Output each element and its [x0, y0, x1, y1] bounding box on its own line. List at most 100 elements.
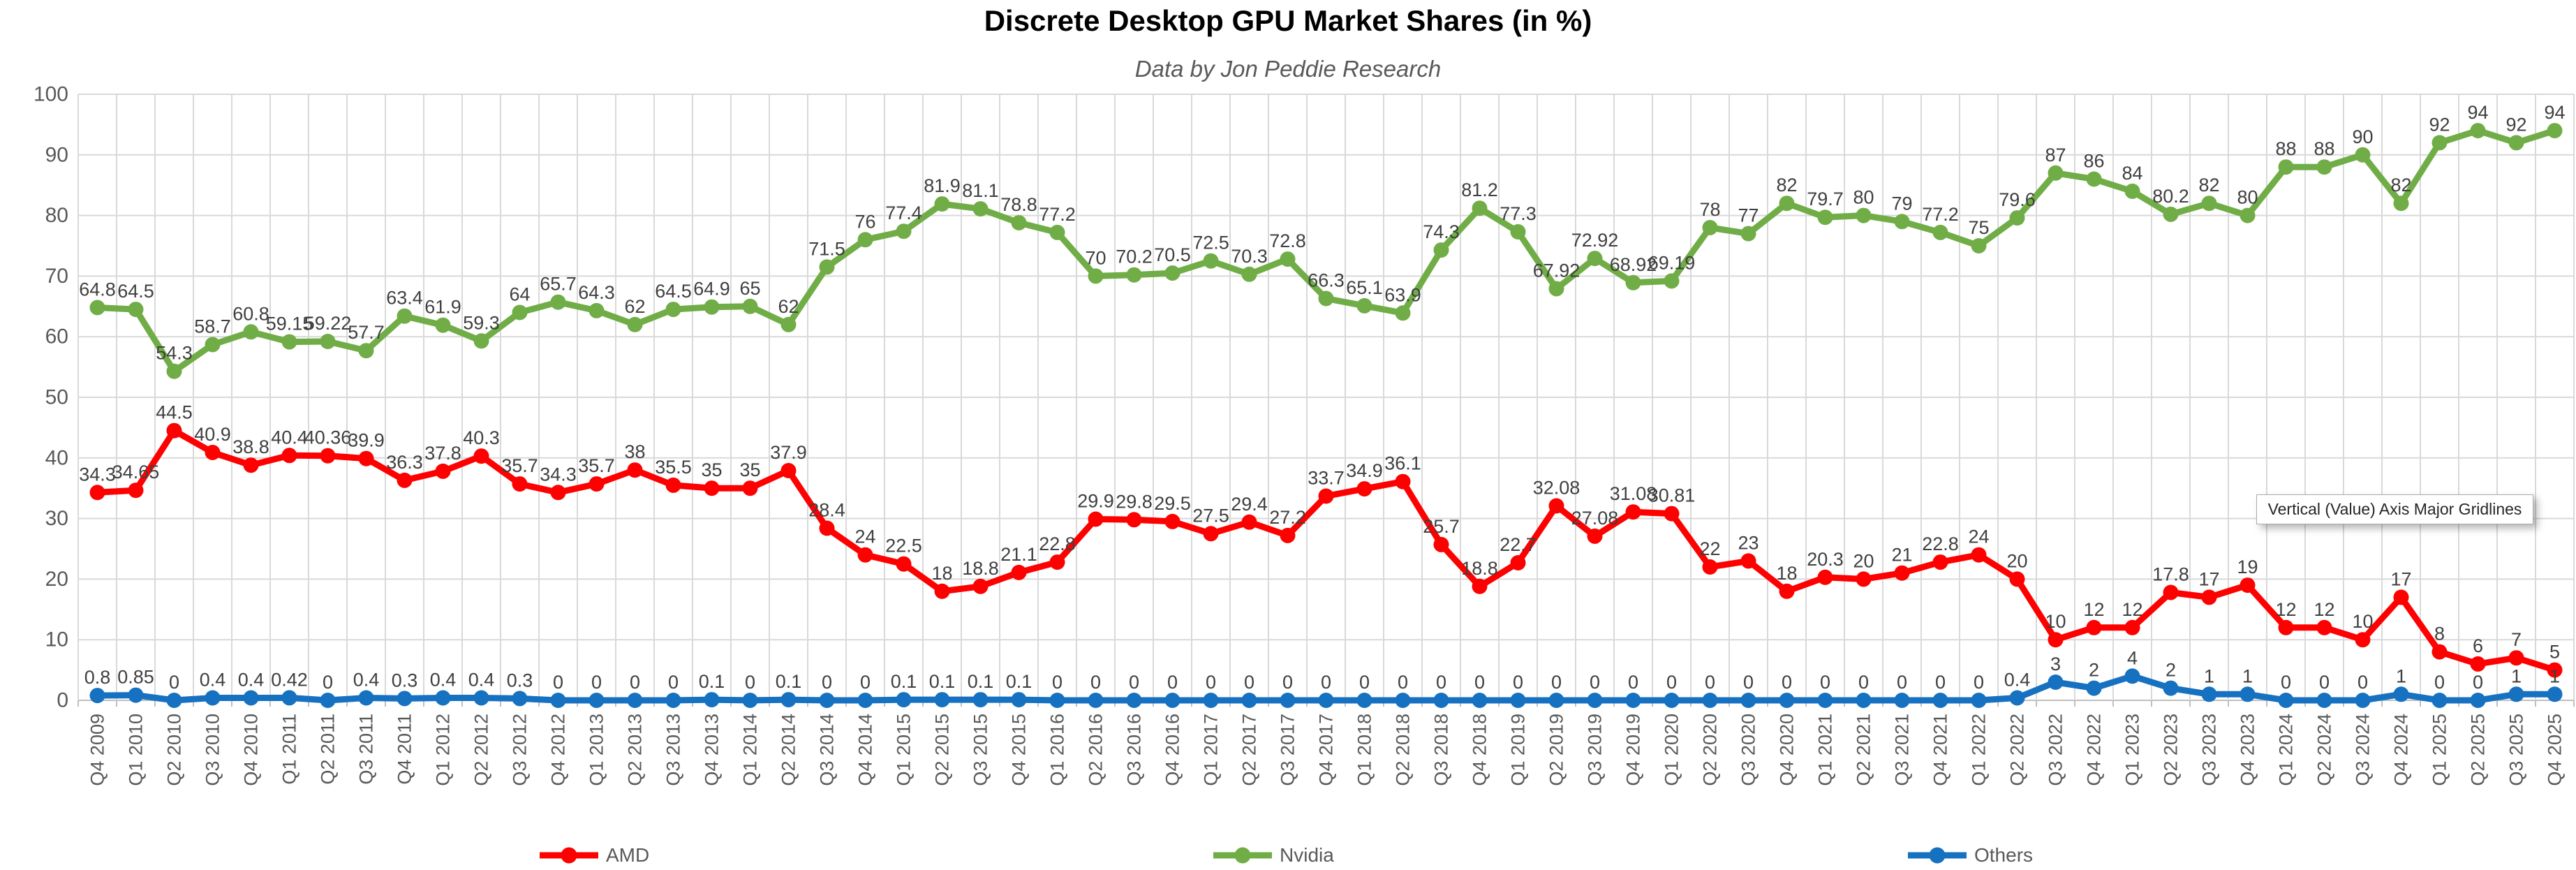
- svg-text:80: 80: [45, 204, 68, 227]
- data-point-amd-q2-2013: [627, 462, 643, 478]
- series-line-others[interactable]: [89, 668, 2563, 708]
- svg-text:71.5: 71.5: [808, 238, 845, 259]
- data-point-amd-q4-2011: [397, 472, 413, 488]
- data-point-amd-q3-2012: [512, 476, 528, 492]
- data-point-nvidia-q2-2020: [1702, 220, 1718, 235]
- data-point-nvidia-q2-2021: [1856, 207, 1872, 223]
- svg-text:2: 2: [2166, 660, 2176, 681]
- svg-text:0: 0: [1052, 672, 1063, 693]
- svg-text:24: 24: [854, 526, 875, 547]
- svg-text:94: 94: [2544, 102, 2565, 123]
- data-point-others-q3-2015: [972, 692, 989, 708]
- others-line-marker-icon: [1908, 847, 1967, 864]
- data-point-amd-q2-2011: [320, 448, 336, 464]
- svg-text:Q2 2017: Q2 2017: [1239, 714, 1260, 786]
- svg-text:0.1: 0.1: [699, 671, 725, 692]
- svg-text:Q1 2010: Q1 2010: [126, 714, 147, 786]
- svg-text:21: 21: [1891, 545, 1912, 566]
- data-point-others-q4-2023: [2240, 686, 2256, 702]
- data-point-others-q2-2014: [780, 692, 797, 708]
- data-point-nvidia-q4-2022: [2086, 171, 2102, 187]
- data-point-amd-q1-2022: [1971, 547, 1987, 563]
- svg-text:0: 0: [1090, 672, 1101, 693]
- svg-text:74.3: 74.3: [1423, 221, 1460, 242]
- data-point-amd-q2-2017: [1241, 514, 1257, 530]
- data-point-others-q2-2018: [1395, 693, 1411, 708]
- legend-item-nvidia[interactable]: Nvidia: [1211, 841, 1334, 870]
- data-point-others-q1-2023: [2124, 668, 2140, 684]
- data-point-amd-q4-2020: [1779, 583, 1795, 599]
- svg-text:Q1 2018: Q1 2018: [1354, 714, 1375, 786]
- svg-text:0.85: 0.85: [117, 667, 154, 688]
- data-point-others-q2-2016: [1088, 693, 1104, 708]
- data-point-others-q2-2024: [2316, 693, 2332, 708]
- data-point-others-q4-2010: [243, 690, 259, 706]
- data-point-amd-q4-2014: [857, 547, 873, 563]
- data-point-others-q3-2022: [2048, 674, 2064, 690]
- data-point-nvidia-q1-2015: [896, 223, 912, 239]
- data-point-nvidia-q2-2023: [2163, 206, 2179, 222]
- svg-text:Q2 2019: Q2 2019: [1546, 714, 1567, 786]
- series-line-nvidia[interactable]: [89, 123, 2563, 379]
- legend-item-amd[interactable]: AMD: [538, 841, 649, 870]
- svg-text:27.08: 27.08: [1571, 508, 1619, 529]
- svg-text:63.4: 63.4: [386, 288, 423, 309]
- data-point-others-q4-2014: [857, 693, 873, 708]
- svg-text:12: 12: [2122, 599, 2142, 620]
- svg-text:0: 0: [1782, 672, 1792, 693]
- svg-text:40.36: 40.36: [304, 427, 352, 448]
- svg-text:0: 0: [860, 672, 871, 693]
- svg-text:Q2 2016: Q2 2016: [1086, 714, 1106, 786]
- svg-text:20.3: 20.3: [1807, 549, 1844, 570]
- svg-text:20: 20: [2006, 550, 2027, 571]
- data-point-amd-q1-2024: [2278, 619, 2294, 635]
- svg-text:72.5: 72.5: [1192, 233, 1229, 253]
- svg-text:28.4: 28.4: [808, 500, 845, 521]
- svg-text:Q3 2013: Q3 2013: [663, 714, 684, 786]
- svg-text:0.4: 0.4: [430, 670, 457, 691]
- svg-text:Q3 2011: Q3 2011: [356, 714, 377, 785]
- svg-text:35.7: 35.7: [501, 455, 538, 476]
- data-point-amd-q1-2023: [2124, 619, 2140, 635]
- svg-text:84: 84: [2122, 163, 2142, 184]
- amd-line-marker-icon: [540, 847, 598, 864]
- data-point-amd-q4-2019: [1625, 504, 1641, 520]
- gridlines-tooltip: Vertical (Value) Axis Major Gridlines: [2256, 494, 2533, 524]
- data-point-nvidia-q1-2020: [1664, 273, 1680, 289]
- data-point-others-q3-2019: [1587, 693, 1603, 708]
- svg-text:Q4 2025: Q4 2025: [2545, 714, 2566, 786]
- svg-text:0.1: 0.1: [968, 671, 994, 692]
- data-point-nvidia-q2-2013: [627, 316, 643, 332]
- svg-text:62: 62: [624, 296, 645, 317]
- legend-item-others[interactable]: Others: [1906, 841, 2033, 870]
- svg-text:0: 0: [591, 672, 602, 693]
- data-point-nvidia-q2-2010: [166, 363, 182, 379]
- svg-text:Q3 2010: Q3 2010: [202, 714, 223, 786]
- svg-text:0: 0: [2434, 672, 2445, 693]
- svg-text:30: 30: [45, 507, 68, 530]
- svg-text:Q2 2014: Q2 2014: [778, 714, 799, 786]
- svg-text:87: 87: [2045, 145, 2066, 165]
- data-point-nvidia-q1-2013: [589, 302, 605, 318]
- data-point-amd-q2-2016: [1088, 511, 1104, 527]
- data-point-amd-q3-2011: [358, 450, 374, 466]
- svg-text:32.08: 32.08: [1533, 478, 1581, 499]
- svg-text:20: 20: [45, 568, 68, 591]
- data-point-nvidia-q4-2016: [1164, 265, 1180, 281]
- svg-text:0: 0: [2319, 672, 2330, 693]
- svg-text:62: 62: [778, 296, 799, 317]
- y-gridlines[interactable]: [78, 94, 2574, 701]
- svg-text:Q1 2019: Q1 2019: [1508, 714, 1529, 786]
- svg-text:76: 76: [854, 211, 875, 232]
- svg-text:Q1 2020: Q1 2020: [1661, 714, 1682, 786]
- series-line-amd[interactable]: [89, 422, 2563, 678]
- svg-text:Q3 2014: Q3 2014: [817, 714, 838, 786]
- data-point-nvidia-q3-2022: [2048, 165, 2064, 181]
- svg-text:88: 88: [2314, 138, 2334, 159]
- data-point-nvidia-q3-2015: [972, 201, 989, 217]
- data-point-nvidia-q1-2024: [2278, 159, 2294, 175]
- svg-text:64.3: 64.3: [578, 282, 615, 303]
- data-point-others-q3-2017: [1280, 693, 1296, 708]
- data-point-amd-q2-2023: [2163, 584, 2179, 600]
